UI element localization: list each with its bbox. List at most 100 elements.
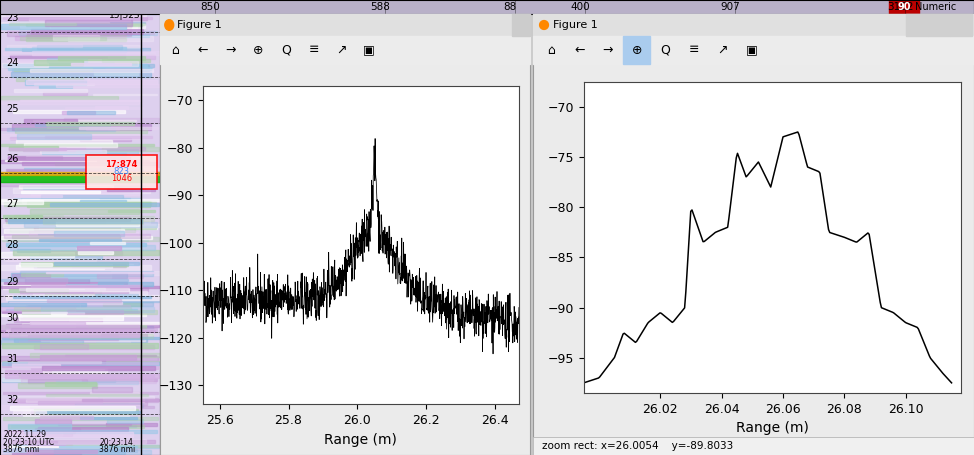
- Bar: [29, 209, 138, 214]
- Bar: [7, 324, 159, 327]
- Bar: [1, 286, 161, 288]
- Bar: [34, 60, 83, 66]
- Text: ↗: ↗: [718, 44, 728, 56]
- Bar: [13, 453, 81, 455]
- Bar: [30, 285, 142, 287]
- Bar: [54, 262, 139, 265]
- Bar: [0, 306, 75, 311]
- Bar: [26, 44, 83, 47]
- Bar: [23, 430, 158, 433]
- Bar: [31, 30, 142, 35]
- Bar: [23, 315, 88, 317]
- Bar: [1, 405, 140, 409]
- Bar: [1, 25, 127, 29]
- Bar: [13, 296, 151, 298]
- Bar: [5, 160, 96, 161]
- Bar: [27, 34, 125, 38]
- Bar: [39, 239, 121, 241]
- Bar: [14, 417, 150, 419]
- Bar: [40, 416, 93, 419]
- Bar: [77, 246, 121, 250]
- Bar: [11, 71, 151, 77]
- Bar: [1, 314, 146, 316]
- Bar: [66, 111, 115, 114]
- Bar: [9, 334, 153, 338]
- Bar: [20, 319, 68, 322]
- Bar: [37, 64, 113, 65]
- Text: 20:23:14: 20:23:14: [99, 438, 133, 447]
- Bar: [47, 63, 114, 66]
- Bar: [8, 170, 139, 174]
- Bar: [906, 14, 927, 36]
- Bar: [20, 176, 156, 180]
- Text: 29: 29: [7, 277, 19, 287]
- Bar: [16, 78, 83, 81]
- Bar: [51, 203, 159, 206]
- Bar: [54, 35, 99, 40]
- Bar: [28, 18, 130, 21]
- Text: ↗: ↗: [336, 44, 347, 56]
- Bar: [3, 392, 159, 394]
- Bar: [1, 100, 139, 104]
- Bar: [56, 162, 113, 165]
- Bar: [75, 7, 119, 11]
- Bar: [23, 222, 157, 227]
- Bar: [4, 311, 117, 313]
- Text: —: —: [516, 20, 526, 30]
- Bar: [36, 10, 131, 11]
- Bar: [889, 0, 919, 14]
- Bar: [57, 424, 131, 425]
- Bar: [19, 338, 95, 344]
- X-axis label: Range (m): Range (m): [735, 421, 808, 435]
- Bar: [93, 94, 157, 95]
- Bar: [22, 310, 157, 314]
- Bar: [41, 186, 123, 191]
- Bar: [25, 24, 141, 26]
- Bar: [94, 106, 128, 109]
- Bar: [13, 201, 152, 205]
- Bar: [12, 65, 145, 69]
- Bar: [4, 258, 96, 261]
- Bar: [44, 66, 149, 71]
- Bar: [34, 264, 112, 268]
- Bar: [23, 119, 77, 123]
- Bar: [13, 399, 102, 403]
- Text: ▣: ▣: [745, 44, 757, 56]
- Bar: [80, 200, 126, 202]
- Bar: [46, 272, 154, 273]
- Bar: [17, 140, 112, 144]
- Bar: [3, 52, 155, 55]
- Bar: [33, 61, 138, 66]
- Bar: [47, 122, 134, 125]
- Bar: [19, 374, 129, 379]
- Bar: [50, 239, 144, 242]
- Bar: [27, 179, 160, 182]
- Bar: [9, 399, 158, 402]
- Bar: [38, 233, 119, 236]
- Bar: [19, 66, 103, 69]
- Bar: [76, 23, 145, 25]
- Bar: [27, 273, 94, 278]
- Bar: [86, 124, 119, 130]
- Bar: [19, 31, 158, 35]
- Bar: [7, 45, 139, 48]
- Bar: [68, 36, 153, 41]
- Bar: [6, 374, 159, 379]
- Bar: [34, 34, 149, 37]
- Bar: [2, 378, 153, 381]
- Bar: [7, 171, 159, 175]
- Bar: [91, 392, 139, 394]
- Bar: [14, 338, 147, 342]
- Bar: [39, 86, 72, 88]
- Bar: [45, 20, 132, 26]
- Bar: [19, 271, 153, 276]
- Bar: [1, 0, 161, 2]
- Bar: [73, 67, 152, 69]
- Text: 90: 90: [897, 2, 911, 12]
- Bar: [8, 301, 159, 302]
- Bar: [14, 409, 80, 414]
- Bar: [50, 0, 134, 2]
- Bar: [15, 171, 116, 174]
- Bar: [55, 397, 96, 402]
- Text: →: →: [603, 44, 614, 56]
